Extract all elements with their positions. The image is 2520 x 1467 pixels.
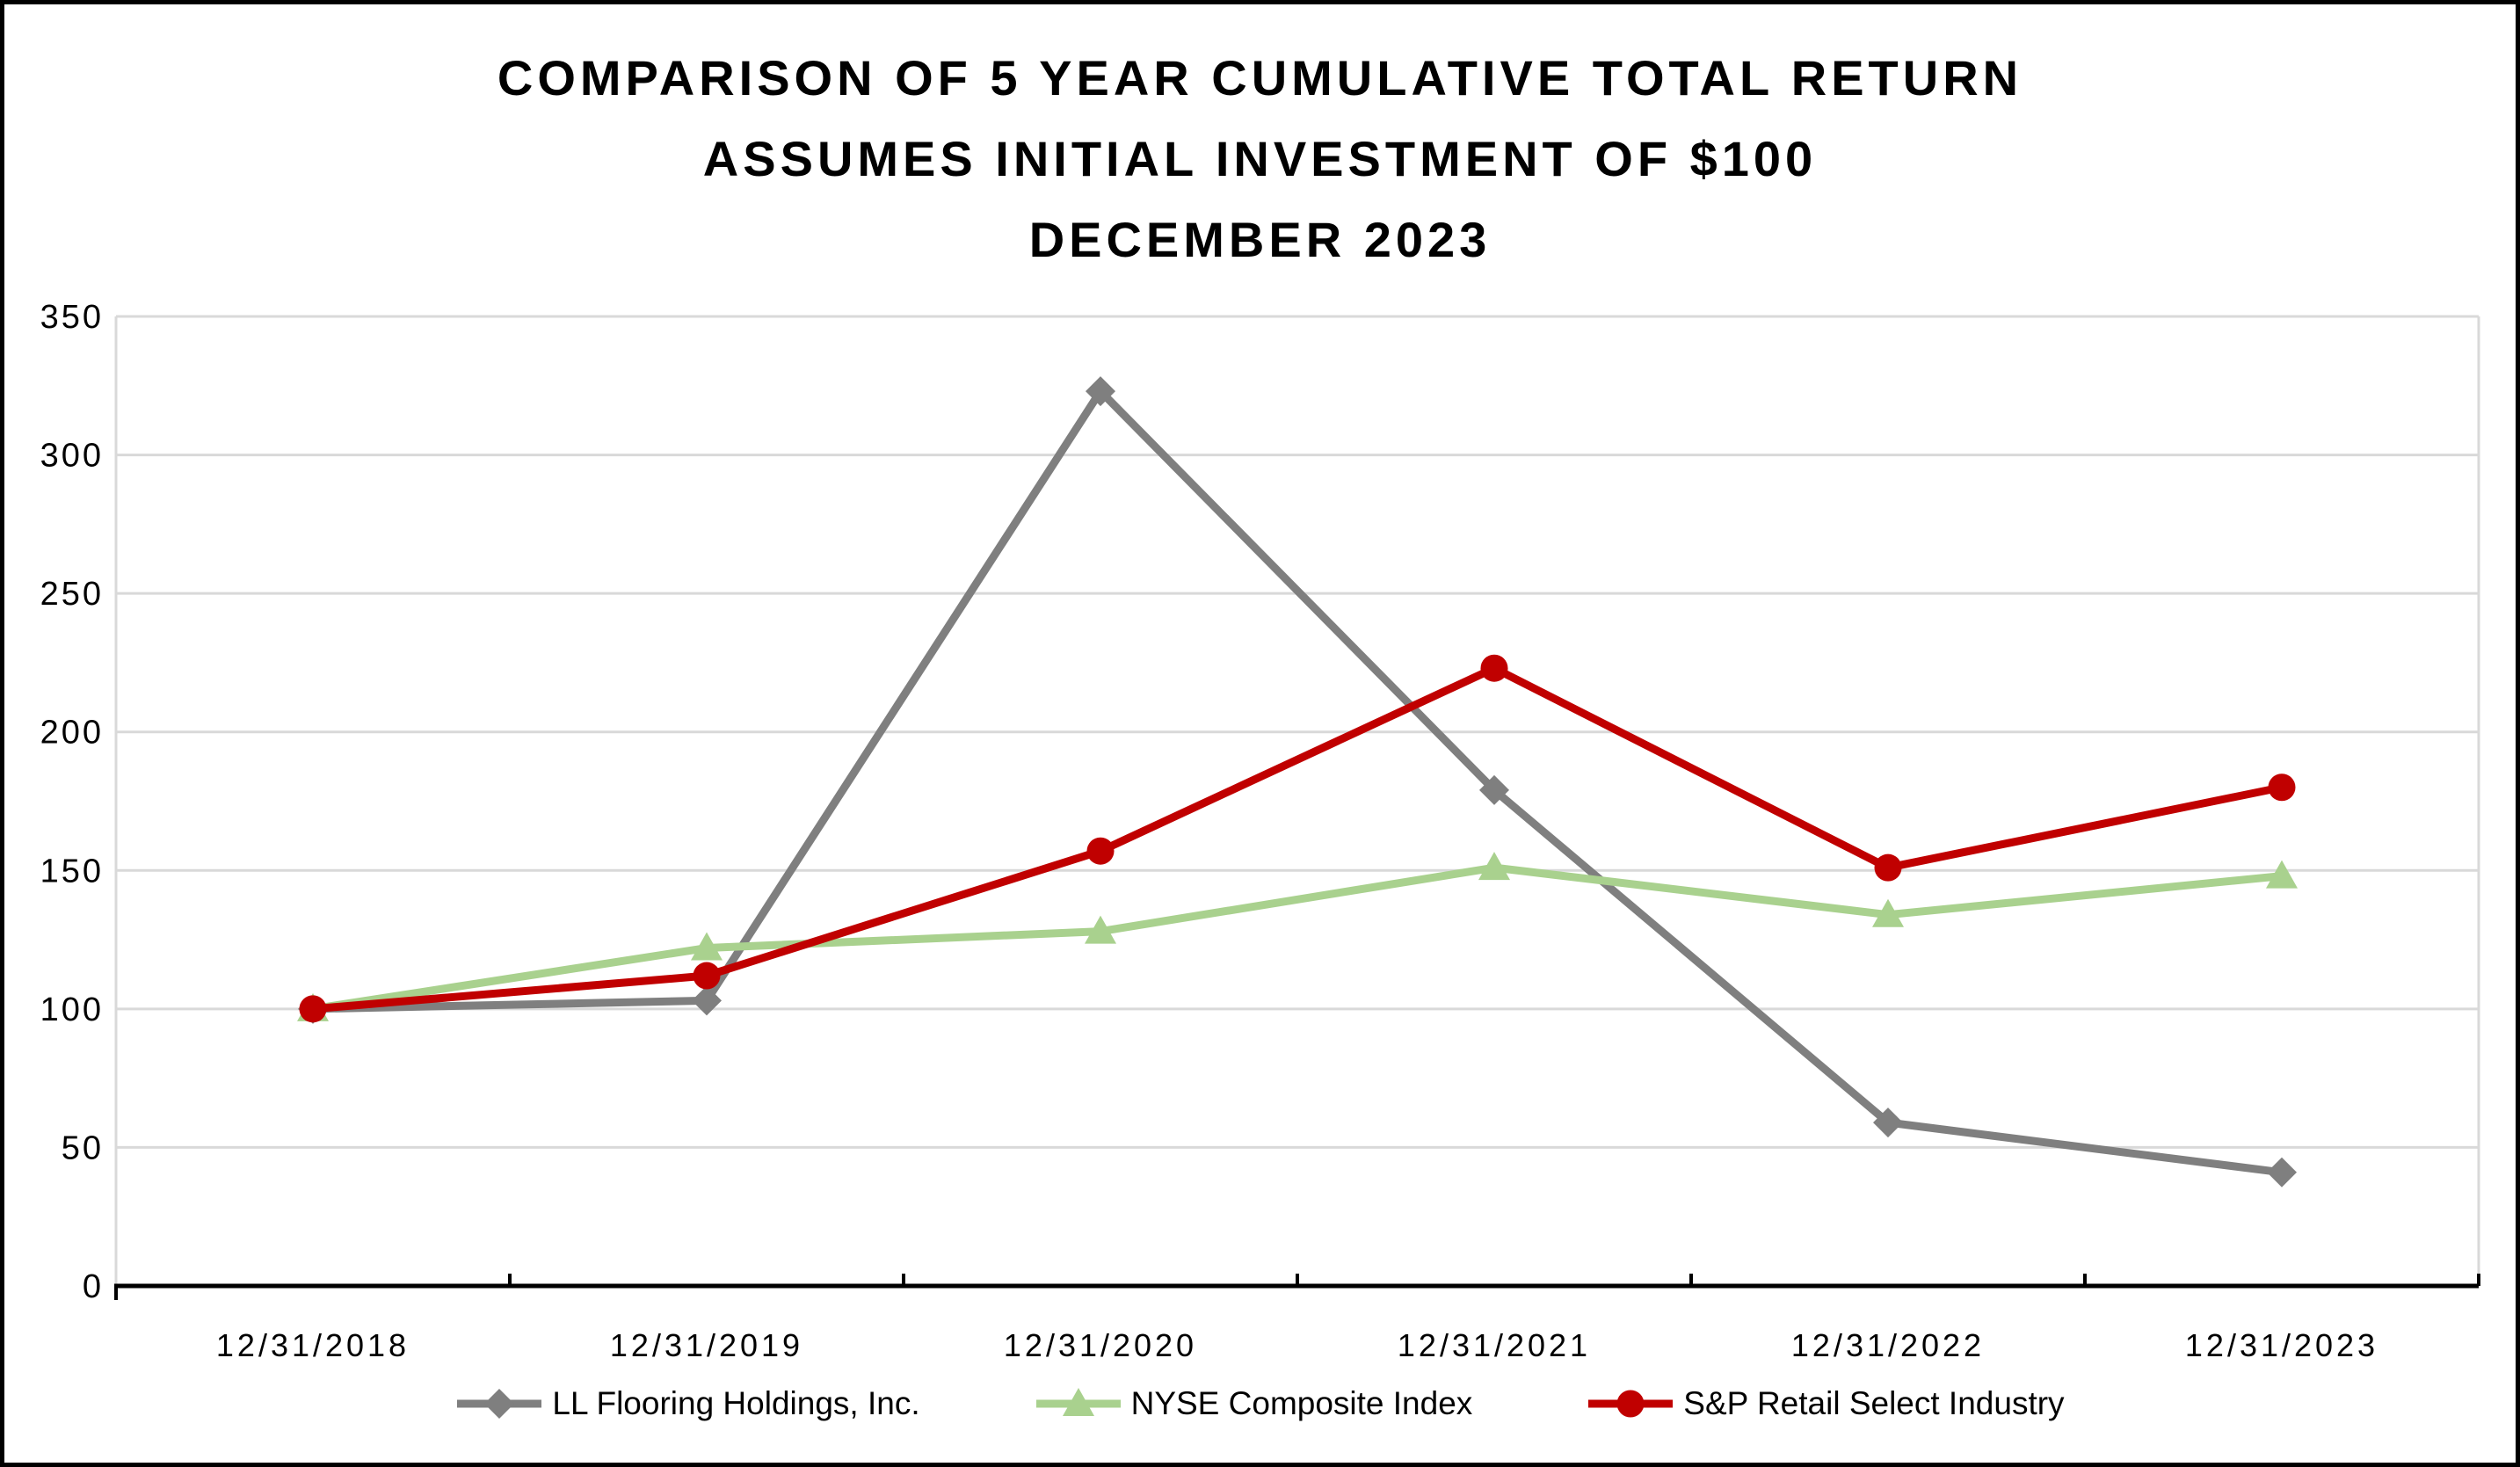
diamond-data-marker	[1479, 774, 1509, 805]
x-tick-label: 12/31/2018	[216, 1327, 410, 1363]
y-tick-label: 300	[40, 438, 104, 475]
y-tick-label: 250	[40, 576, 104, 613]
triangle-data-marker	[691, 932, 723, 961]
circle-data-marker	[1086, 837, 1115, 865]
legend-label: S&P Retail Select Industry	[1683, 1385, 2065, 1421]
triangle-marker-icon	[1035, 1388, 1121, 1416]
triangle-data-marker	[1872, 898, 1904, 927]
y-tick-label: 50	[62, 1129, 104, 1166]
chart-legend: LL Flooring Holdings, Inc. NYSE Composit…	[4, 1384, 2516, 1423]
circle-data-marker	[693, 962, 721, 990]
circle-data-marker	[299, 995, 327, 1023]
x-tick-label: 12/31/2023	[2185, 1327, 2378, 1363]
circle-data-marker	[1874, 853, 1902, 882]
circle-data-marker	[1480, 654, 1508, 682]
chart-title-line-2: ASSUMES INITIAL INVESTMENT OF $100	[702, 131, 1818, 186]
chart-title: COMPARISON OF 5 YEAR CUMULATIVE TOTAL RE…	[4, 38, 2516, 280]
legend-label: NYSE Composite Index	[1130, 1385, 1473, 1421]
triangle-data-marker	[1085, 915, 1116, 944]
chart-title-line-3: DECEMBER 2023	[1028, 212, 1492, 267]
series-line	[309, 664, 2286, 1013]
y-tick-label: 150	[40, 853, 104, 890]
triangle-data-marker	[1062, 1388, 1094, 1416]
circle-data-marker	[2268, 773, 2296, 802]
y-tick-label: 0	[83, 1268, 104, 1305]
diamond-data-marker	[1086, 376, 1115, 407]
series-line	[309, 387, 2286, 1177]
diamond-data-marker	[2267, 1157, 2297, 1187]
circle-marker-icon	[1588, 1390, 1674, 1418]
x-tick-label: 12/31/2019	[610, 1327, 803, 1363]
y-tick-label: 200	[40, 715, 104, 752]
triangle-data-marker	[1478, 852, 1510, 881]
legend-label: LL Flooring Holdings, Inc.	[552, 1385, 920, 1421]
x-tick-label: 12/31/2021	[1398, 1327, 1591, 1363]
y-tick-label: 350	[40, 299, 104, 336]
legend-item-nyse-composite: NYSE Composite Index	[1035, 1384, 1473, 1423]
legend-item-ll-flooring: LL Flooring Holdings, Inc.	[455, 1384, 920, 1423]
x-tick-label: 12/31/2022	[1791, 1327, 1985, 1363]
diamond-data-marker	[1873, 1108, 1903, 1138]
diamond-data-marker	[692, 985, 722, 1016]
triangle-data-marker	[2266, 860, 2298, 889]
circle-data-marker	[1616, 1390, 1645, 1418]
chart-title-line-1: COMPARISON OF 5 YEAR CUMULATIVE TOTAL RE…	[497, 50, 2023, 105]
diamond-marker-icon	[457, 1389, 542, 1419]
legend-item-sp-retail: S&P Retail Select Industry	[1587, 1384, 2065, 1423]
x-tick-label: 12/31/2020	[1004, 1327, 1197, 1363]
diamond-data-marker	[484, 1389, 515, 1419]
series-line	[309, 863, 2286, 1013]
y-tick-label: 100	[40, 991, 104, 1028]
